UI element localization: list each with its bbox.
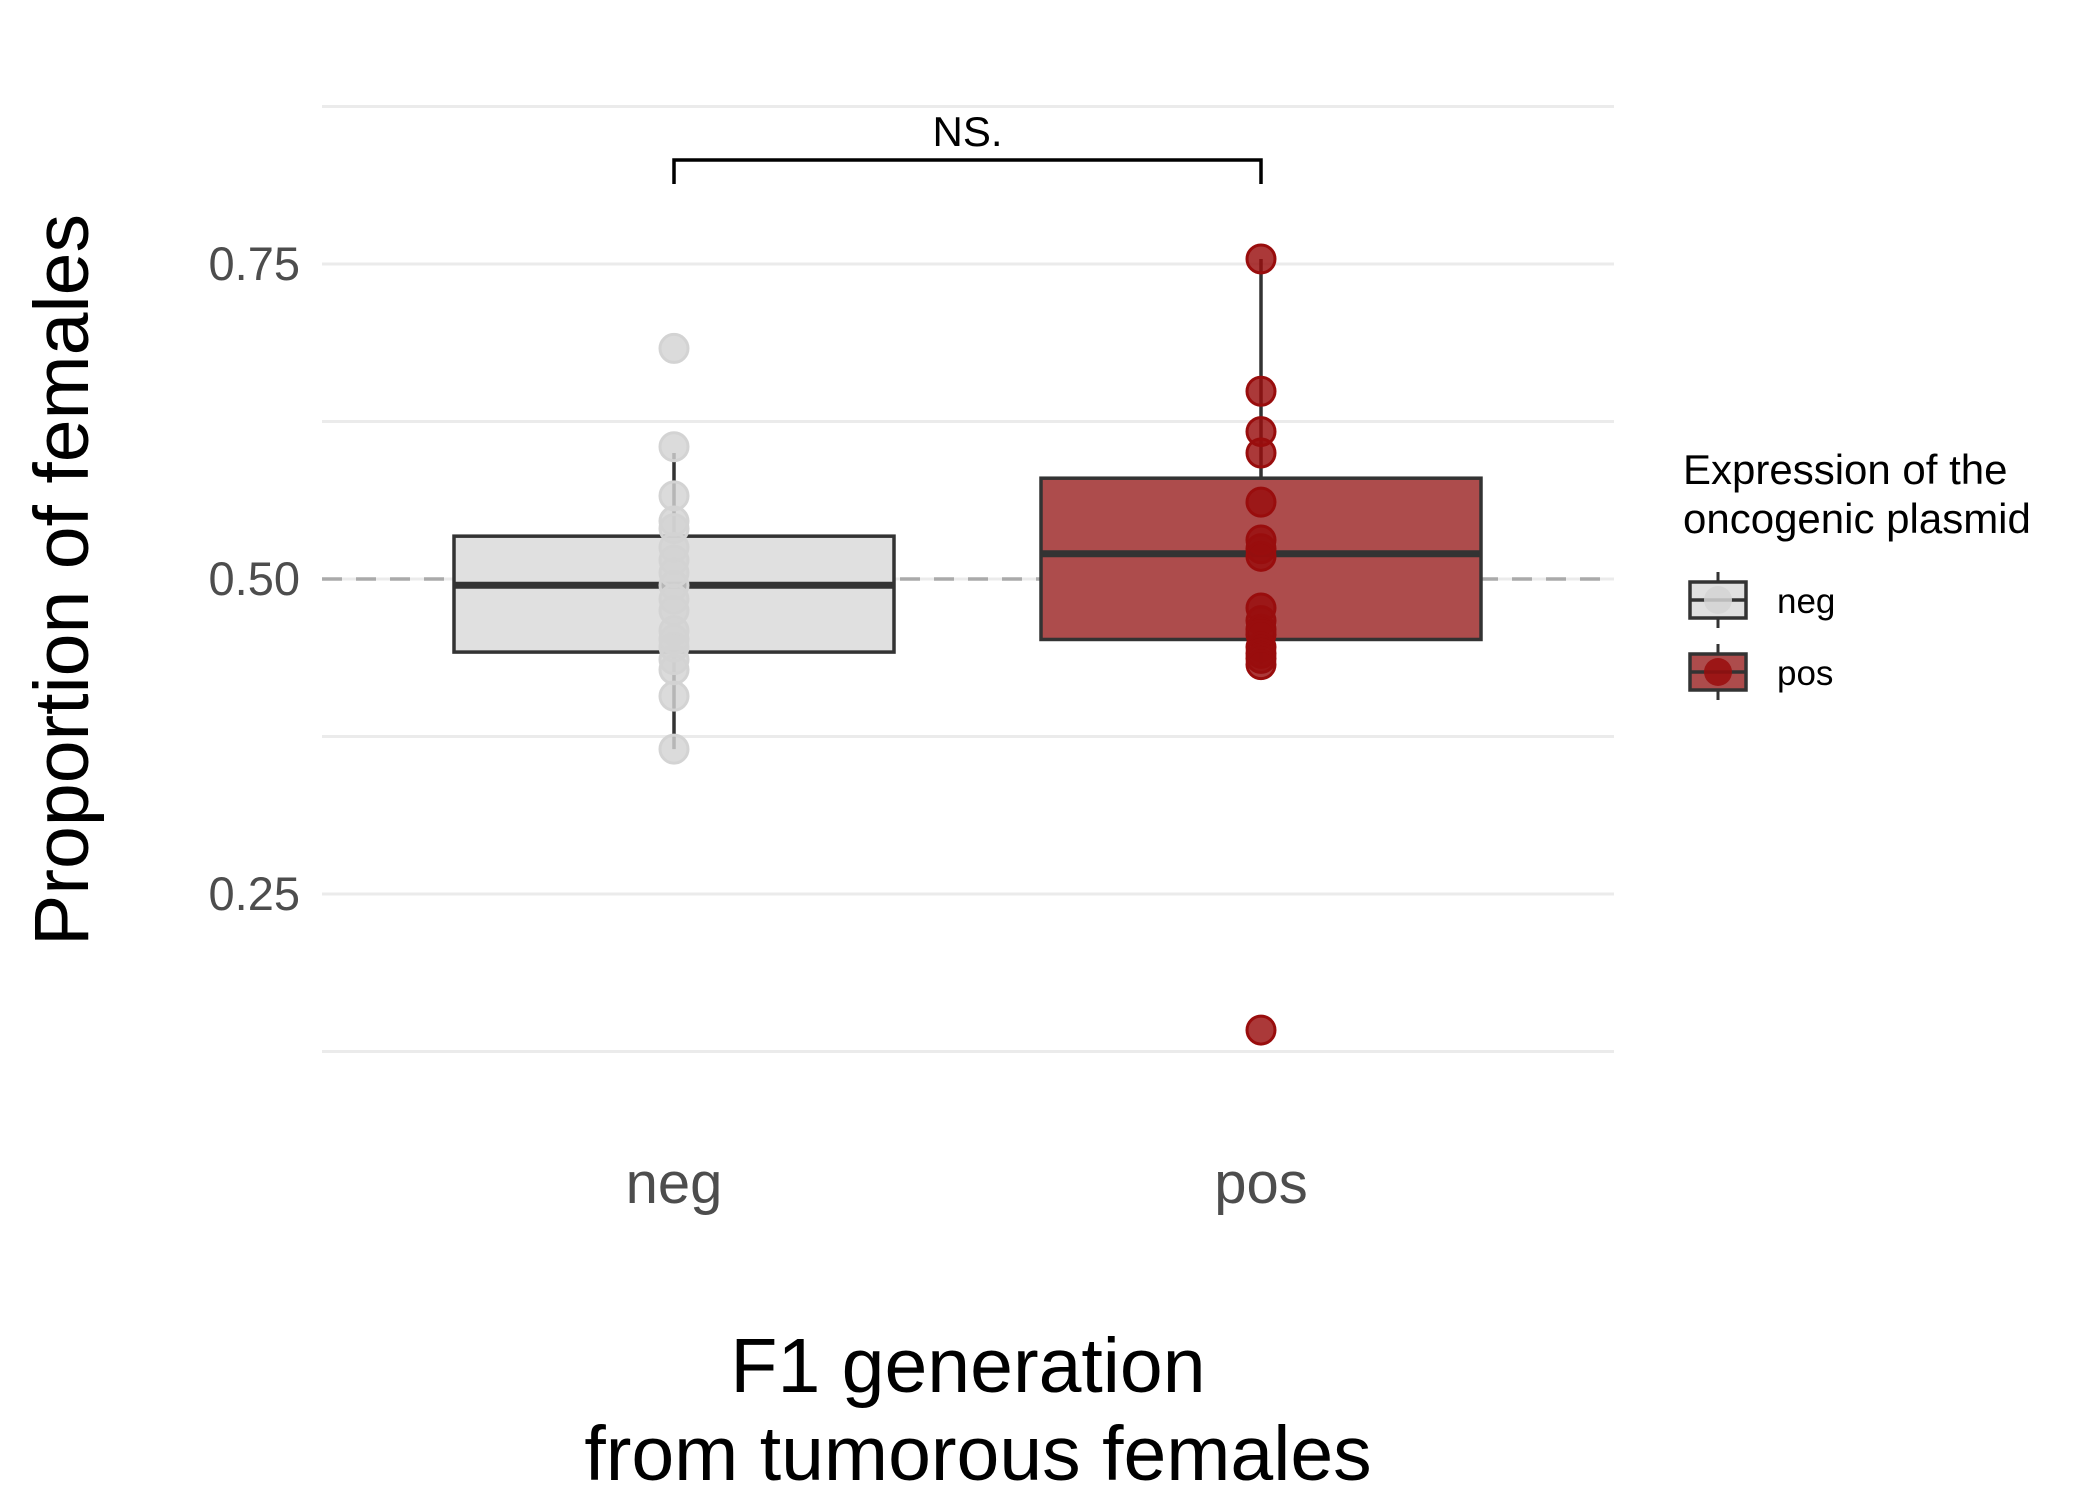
data-point-neg-1 bbox=[658, 431, 690, 463]
legend-title-line-1: Expression of the bbox=[1683, 446, 2008, 493]
data-point-neg-16 bbox=[658, 680, 690, 712]
data-point-neg-17 bbox=[658, 733, 690, 765]
y-tick-labels: 0.25 0.50 0.75 bbox=[209, 237, 300, 920]
significance-bracket: NS. bbox=[672, 108, 1263, 184]
data-point-pos-4 bbox=[1245, 486, 1277, 518]
x-axis-title-line-1: F1 generation bbox=[730, 1323, 1205, 1409]
data-point-pos-7 bbox=[1245, 540, 1277, 572]
y-tick-label-0: 0.25 bbox=[209, 867, 300, 920]
data-point-pos-1 bbox=[1245, 375, 1277, 407]
data-points bbox=[658, 243, 1277, 1046]
legend-key-pos bbox=[1688, 644, 1748, 700]
significance-label: NS. bbox=[932, 108, 1002, 155]
data-point-neg-15 bbox=[658, 654, 690, 686]
x-tick-label-neg: neg bbox=[626, 1151, 723, 1216]
boxes bbox=[452, 258, 1483, 750]
legend: Expression of the oncogenic plasmid neg … bbox=[1683, 446, 2031, 700]
significance-bracket-line bbox=[672, 158, 1263, 184]
data-point-pos-3 bbox=[1245, 437, 1277, 469]
x-tick-label-pos: pos bbox=[1214, 1151, 1308, 1216]
legend-label-neg: neg bbox=[1777, 582, 1835, 621]
legend-title-line-2: oncogenic plasmid bbox=[1683, 495, 2031, 542]
legend-key-neg bbox=[1688, 572, 1748, 628]
data-point-pos-16 bbox=[1245, 1014, 1277, 1046]
data-point-pos-0 bbox=[1245, 243, 1277, 275]
legend-label-pos: pos bbox=[1777, 654, 1833, 693]
data-point-neg-0 bbox=[658, 332, 690, 364]
x-tick-labels: neg pos bbox=[626, 1151, 1308, 1216]
y-tick-label-1: 0.50 bbox=[209, 552, 300, 605]
y-tick-label-2: 0.75 bbox=[209, 237, 300, 290]
x-axis-title-line-2: from tumorous females bbox=[584, 1411, 1371, 1497]
data-point-pos-15 bbox=[1245, 649, 1277, 681]
y-axis-title: Proportion of females bbox=[19, 214, 105, 946]
